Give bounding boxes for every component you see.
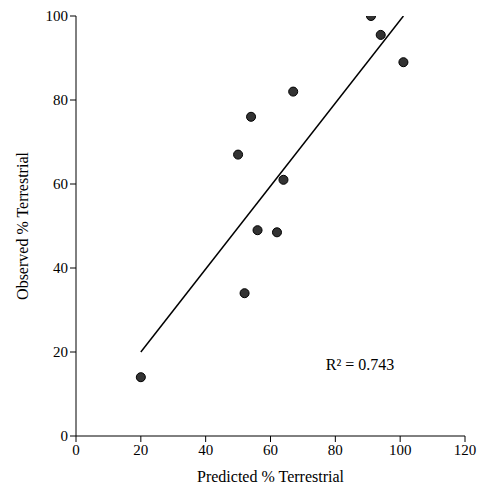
svg-text:60: 60 xyxy=(53,176,68,192)
svg-text:60: 60 xyxy=(263,442,278,458)
svg-text:40: 40 xyxy=(53,260,68,276)
svg-text:0: 0 xyxy=(72,442,80,458)
svg-text:80: 80 xyxy=(53,92,68,108)
svg-text:Observed % Terrestrial: Observed % Terrestrial xyxy=(14,152,31,300)
svg-text:40: 40 xyxy=(198,442,213,458)
svg-text:20: 20 xyxy=(133,442,148,458)
svg-text:80: 80 xyxy=(328,442,343,458)
svg-text:20: 20 xyxy=(53,344,68,360)
svg-text:120: 120 xyxy=(454,442,477,458)
svg-text:100: 100 xyxy=(389,442,412,458)
svg-text:Predicted % Terrestrial: Predicted % Terrestrial xyxy=(197,468,345,485)
svg-text:0: 0 xyxy=(61,428,69,444)
svg-text:100: 100 xyxy=(46,8,69,24)
svg-text:R² = 0.743: R² = 0.743 xyxy=(326,356,395,373)
